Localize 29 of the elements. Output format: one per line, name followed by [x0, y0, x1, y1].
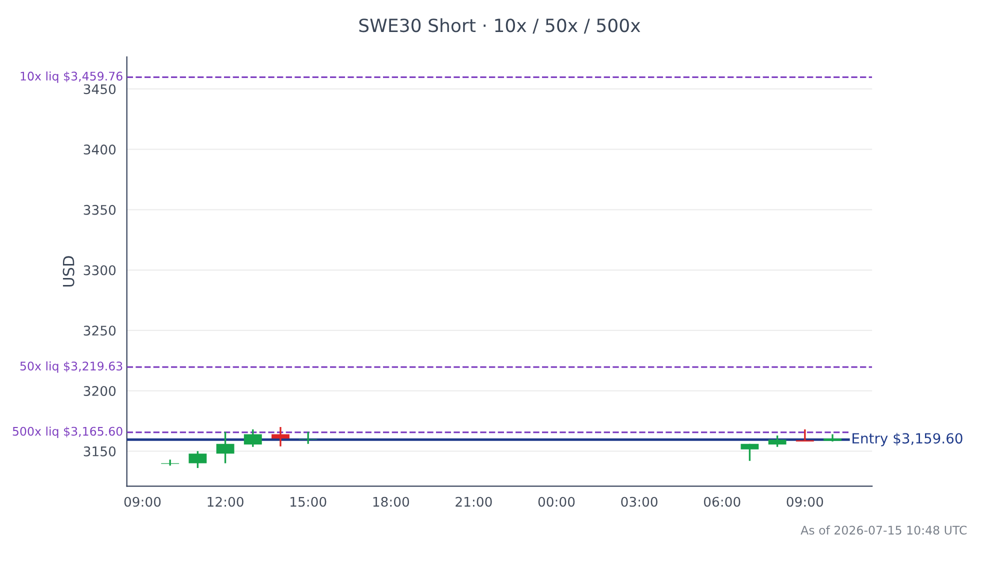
candlestick [740, 443, 759, 462]
x-tick-label: 09:00 [124, 496, 161, 507]
chart-title: SWE30 Short · 10x / 50x / 500x [359, 18, 640, 34]
text: As of 2026-07-15 10:48 UTC [800, 526, 967, 535]
y-axis-title: USD [62, 256, 74, 287]
x-tick-label: 09:00 [786, 496, 824, 507]
x-tick-label: 18:00 [373, 496, 410, 507]
y-tick-label: 3150 [84, 446, 116, 456]
candlestick [188, 450, 207, 469]
y-tick-label: 3400 [84, 144, 116, 155]
candlestick [244, 428, 262, 448]
x-tick-label: 21:00 [456, 496, 492, 507]
x-tick-label: 03:00 [621, 496, 658, 507]
candlestick [272, 426, 290, 448]
candlestick [768, 434, 786, 448]
x-tick-label: 15:00 [290, 496, 326, 507]
y-tick-label: 3250 [84, 326, 116, 336]
ref-line-label: 50x liq $3,219.63 [20, 361, 122, 373]
ref-line-label: 10x liq $3,459.76 [20, 71, 122, 83]
y-tick-label: 3350 [84, 204, 116, 215]
y-tick-label: 3200 [84, 386, 116, 396]
ref-line-label: Entry $3,159.60 [852, 432, 962, 446]
candlestick [216, 431, 234, 464]
ref-line-label: 500x liq $3,165.60 [12, 426, 122, 438]
x-tick-label: 12:00 [208, 496, 244, 507]
x-tick-label: 00:00 [538, 496, 575, 507]
x-tick-label: 06:00 [704, 496, 740, 507]
y-tick-label: 3450 [84, 84, 116, 94]
y-tick-label: 3300 [84, 265, 116, 276]
